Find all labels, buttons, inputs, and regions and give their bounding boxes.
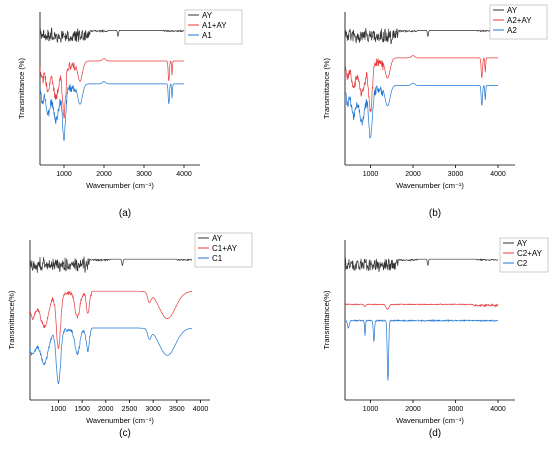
- x-tick-label: 4000: [490, 171, 506, 178]
- x-tick-label: 4000: [193, 406, 209, 413]
- legend-entry: A2+AY: [507, 16, 532, 25]
- x-axis-title: Wavenumber (cm⁻¹): [396, 416, 464, 425]
- legend-box: [489, 4, 548, 40]
- series-line-ay: [345, 257, 499, 273]
- chart-panel-c: 1000 1500 2000 2500 3000 3500 4000 Wavenumber (…: [7, 232, 253, 439]
- y-axis-title: Transmittance(%): [322, 290, 331, 349]
- legend-entry: A1: [202, 31, 212, 40]
- legend-entry: A1+AY: [202, 21, 227, 30]
- x-tick-label: 1000: [56, 171, 72, 178]
- x-tick-label: 1000: [363, 171, 379, 178]
- chart-panel-a: 1000 2000 3000 4000 Wavenumber (cm⁻¹) Transmi…: [17, 9, 243, 219]
- x-tick-label: 1000: [363, 406, 379, 413]
- x-tick-label: 1000: [51, 406, 67, 413]
- legend-entry: AY: [202, 11, 213, 20]
- x-tick-label: 2500: [122, 406, 138, 413]
- x-tick-label: 1500: [74, 406, 90, 413]
- series-line-a2: [345, 82, 498, 139]
- legend-box: [194, 232, 253, 268]
- series-line-a1: [40, 81, 184, 142]
- legend-entry: A2: [507, 26, 517, 35]
- x-axis-title: Wavenumber (cm⁻¹): [396, 181, 464, 190]
- x-tick-label: 3000: [448, 171, 464, 178]
- x-tick-label: 3000: [136, 171, 152, 178]
- series-line-c1: [30, 327, 192, 385]
- legend-entry: C2: [517, 259, 528, 268]
- legend-entry: C1: [212, 254, 223, 263]
- legend-box: [184, 9, 243, 45]
- y-axis-title: Transmittance (%): [322, 58, 331, 119]
- x-tick-label: 3000: [145, 406, 161, 413]
- x-tick-label: 4000: [490, 406, 506, 413]
- series-line-ay: [30, 256, 193, 273]
- series-line-a1-ay: [40, 58, 184, 119]
- legend-entry: AY: [517, 239, 528, 248]
- panel-label: (a): [119, 208, 131, 219]
- legend-box: [499, 237, 549, 273]
- x-tick-label: 3000: [448, 406, 464, 413]
- x-tick-label: 2000: [405, 171, 421, 178]
- y-axis-title: Transmittance (%): [17, 58, 26, 119]
- x-tick-label: 2000: [405, 406, 421, 413]
- chart-panel-b: 1000 2000 3000 4000 Wavenumber (cm⁻¹) Transmi…: [322, 4, 548, 219]
- legend-entry: AY: [507, 6, 518, 15]
- panel-label: (d): [429, 428, 441, 439]
- legend-entry: AY: [212, 234, 223, 243]
- series-line-ay: [40, 27, 185, 43]
- panel-label: (c): [119, 428, 131, 439]
- series-line-a2-ay: [345, 55, 498, 113]
- legend-entry: C2+AY: [517, 249, 543, 258]
- series-line-c2-ay: [345, 303, 499, 310]
- x-tick-label: 3500: [169, 406, 185, 413]
- x-axis-title: Wavenumber (cm⁻¹): [86, 416, 154, 425]
- x-tick-label: 2000: [96, 171, 112, 178]
- legend-entry: C1+AY: [212, 244, 238, 253]
- chart-panel-d: 1000 2000 3000 4000 Wavenumber (cm⁻¹) Transmi…: [322, 237, 549, 439]
- x-tick-label: 2000: [98, 406, 114, 413]
- series-line-ay: [345, 27, 499, 45]
- y-axis-title: Transmittance(%): [7, 290, 16, 349]
- series-line-c2: [345, 318, 499, 381]
- series-line-c1-ay: [30, 290, 192, 350]
- x-axis-title: Wavenumber (cm⁻¹): [86, 181, 154, 190]
- panel-label: (b): [429, 208, 441, 219]
- x-tick-label: 4000: [176, 171, 192, 178]
